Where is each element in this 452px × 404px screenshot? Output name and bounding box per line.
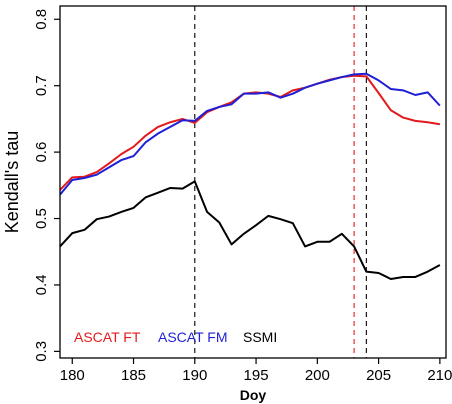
x-tick-label: 190 — [182, 367, 207, 384]
y-axis-title: Kendall's tau — [2, 131, 22, 234]
x-tick-label: 195 — [244, 367, 269, 384]
x-axis-title: Doy — [240, 387, 267, 403]
x-tick-label: 185 — [121, 367, 146, 384]
legend-entry-ascat-ft: ASCAT FT — [74, 329, 141, 345]
x-axis: 180 185 190 195 200 205 210 — [60, 358, 452, 384]
x-tick-label: 205 — [366, 367, 391, 384]
y-axis: 0.3 0.4 0.5 0.6 0.7 0.8 — [33, 9, 60, 362]
y-tick-label: 0.6 — [33, 142, 50, 163]
series-line-ascat-fm — [59, 72, 441, 196]
legend-entry-ssmi: SSMI — [243, 329, 277, 345]
legend-entry-ascat-fm: ASCAT FM — [158, 329, 228, 345]
reference-lines — [194, 6, 367, 358]
series-layer — [59, 72, 441, 280]
legend: ASCAT FT ASCAT FM SSMI — [74, 329, 277, 345]
y-tick-label: 0.3 — [33, 341, 50, 362]
y-tick-label: 0.7 — [33, 75, 50, 96]
x-tick-label: 200 — [305, 367, 330, 384]
y-tick-label: 0.5 — [33, 208, 50, 229]
plot-frame — [59, 5, 447, 359]
x-tick-label: 180 — [60, 367, 85, 384]
series-line-ssmi — [59, 180, 441, 280]
y-tick-label: 0.8 — [33, 9, 50, 30]
y-tick-label: 0.4 — [33, 275, 50, 296]
x-tick-label: 210 — [427, 367, 452, 384]
